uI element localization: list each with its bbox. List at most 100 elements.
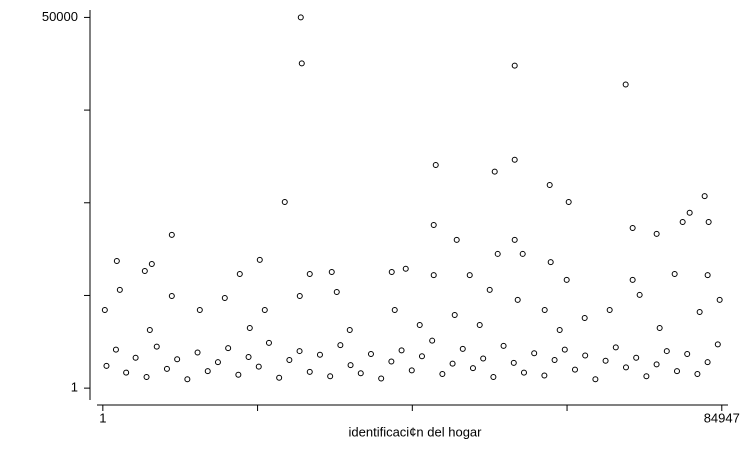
point <box>265 339 272 346</box>
point <box>246 325 253 332</box>
point <box>486 286 493 293</box>
point <box>357 370 364 377</box>
x-axis-title: identificaci¢n del hogar <box>349 424 483 439</box>
point <box>546 181 553 188</box>
point <box>480 355 487 362</box>
point <box>490 374 497 381</box>
point <box>388 268 395 275</box>
point <box>531 350 538 357</box>
point <box>327 373 334 380</box>
point <box>196 306 203 313</box>
point <box>123 369 130 376</box>
point <box>466 272 473 279</box>
point <box>416 322 423 329</box>
point <box>606 306 613 313</box>
point <box>696 308 703 315</box>
point <box>168 292 175 299</box>
point <box>561 346 568 353</box>
point <box>705 219 712 226</box>
point <box>686 209 693 216</box>
point <box>704 272 711 279</box>
point <box>673 368 680 375</box>
point <box>346 327 353 334</box>
point <box>112 346 119 353</box>
point <box>255 363 262 370</box>
point <box>256 256 263 263</box>
point <box>245 353 252 360</box>
point <box>296 292 303 299</box>
point <box>281 199 288 206</box>
point <box>469 365 476 372</box>
point <box>391 306 398 313</box>
point <box>214 359 221 366</box>
y-tick-label: 50000 <box>42 9 78 24</box>
point <box>701 193 708 200</box>
point <box>453 236 460 243</box>
point <box>519 250 526 257</box>
point <box>261 306 268 313</box>
point <box>148 260 155 267</box>
point <box>622 81 629 88</box>
point <box>622 364 629 371</box>
point <box>714 341 721 348</box>
point <box>430 222 437 229</box>
point <box>653 361 660 368</box>
point <box>449 360 456 367</box>
point <box>367 351 374 358</box>
point <box>511 236 518 243</box>
point <box>459 345 466 352</box>
point <box>612 344 619 351</box>
point <box>551 356 558 363</box>
point <box>636 291 643 298</box>
point <box>582 352 589 359</box>
point <box>184 376 191 383</box>
point <box>633 354 640 361</box>
point <box>316 351 323 358</box>
point <box>430 272 437 279</box>
point <box>306 270 313 277</box>
point <box>378 375 385 382</box>
point <box>684 351 691 358</box>
point <box>556 327 563 334</box>
point <box>510 359 517 366</box>
point <box>236 270 243 277</box>
point <box>174 356 181 363</box>
point <box>563 276 570 283</box>
point <box>103 362 110 369</box>
point <box>704 359 711 366</box>
point <box>116 286 123 293</box>
point <box>388 358 395 365</box>
point <box>235 371 242 378</box>
point <box>306 368 313 375</box>
point <box>491 168 498 175</box>
point <box>653 230 660 237</box>
point <box>402 265 409 272</box>
point <box>541 306 548 313</box>
point <box>418 353 425 360</box>
point <box>643 373 650 380</box>
x-tick-label: 1 <box>99 410 106 425</box>
point <box>333 288 340 295</box>
point <box>328 268 335 275</box>
point <box>221 294 228 301</box>
x-tick-label: 84947 <box>704 410 740 425</box>
point <box>194 349 201 356</box>
point <box>347 362 354 369</box>
point <box>113 257 120 264</box>
point <box>663 348 670 355</box>
point <box>694 371 701 378</box>
point <box>571 366 578 373</box>
point <box>500 342 507 349</box>
point <box>296 348 303 355</box>
point <box>153 343 160 350</box>
point <box>276 374 283 381</box>
point <box>225 345 232 352</box>
point <box>671 270 678 277</box>
point <box>408 367 415 374</box>
point <box>592 376 599 383</box>
point <box>520 369 527 376</box>
point <box>101 306 108 313</box>
point <box>511 62 518 69</box>
point <box>298 60 305 67</box>
